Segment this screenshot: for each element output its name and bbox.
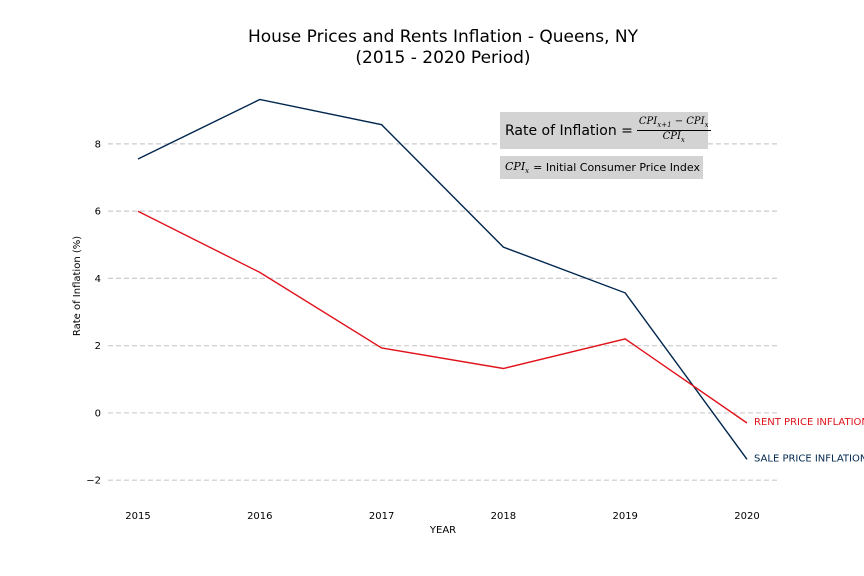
definition-annotation: CPIx = Initial Consumer Price Index (500, 156, 703, 179)
series-label-sale-price-inflation: SALE PRICE INFLATION (754, 453, 864, 464)
series-lines (137, 98, 748, 460)
x-tick-label: 2019 (612, 511, 637, 522)
y-axis-ticks: −2 0 2 4 6 8 (86, 139, 101, 486)
y-tick-label: 8 (95, 139, 101, 150)
y-tick-label: −2 (86, 476, 101, 487)
x-tick-label: 2020 (734, 511, 759, 522)
y-tick-label: 0 (95, 408, 101, 419)
chart-title: House Prices and Rents Inflation - Queen… (248, 27, 639, 47)
formula-annotation: Rate of Inflation = CPIx+1 − CPIx CPIx (500, 112, 711, 149)
definition-text: = Initial Consumer Price Index (533, 161, 700, 174)
chart-subtitle: (2015 - 2020 Period) (355, 48, 530, 68)
y-tick-label: 4 (95, 274, 101, 285)
series-labels: SALE PRICE INFLATION RENT PRICE INFLATION (754, 417, 864, 464)
formula-denominator: CPIx (662, 131, 685, 144)
y-axis-label: Rate of Inflation (%) (72, 236, 83, 336)
x-tick-label: 2015 (125, 511, 150, 522)
formula-label: Rate of Inflation = (505, 122, 633, 139)
series-line-rent-price-inflation (137, 210, 748, 424)
x-tick-label: 2017 (369, 511, 394, 522)
x-axis-ticks: 2015 2016 2017 2018 2019 2020 (125, 511, 759, 522)
formula-fraction: CPIx+1 − CPIx CPIx (636, 116, 711, 145)
series-label-rent-price-inflation: RENT PRICE INFLATION (754, 417, 864, 428)
x-tick-label: 2018 (491, 511, 516, 522)
x-axis-label: YEAR (429, 525, 456, 536)
y-tick-label: 2 (95, 341, 101, 352)
grid-lines (108, 143, 778, 481)
formula-numerator: CPIx+1 − CPIx (636, 116, 711, 131)
x-tick-label: 2016 (247, 511, 272, 522)
series-line-sale-price-inflation (137, 98, 748, 460)
definition-symbol: CPIx (505, 159, 530, 176)
y-tick-label: 6 (95, 207, 101, 218)
